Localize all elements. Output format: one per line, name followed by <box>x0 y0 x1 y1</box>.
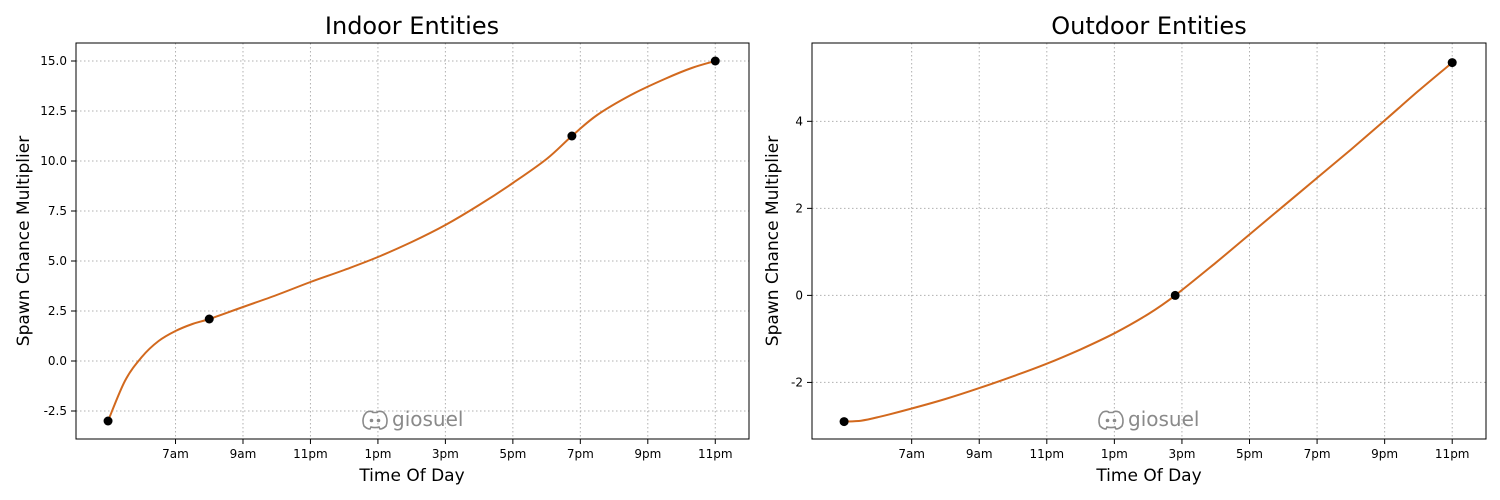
x-tick-label: 1pm <box>364 447 391 461</box>
y-ticks: -2.5 0.0 2.5 5.0 7.5 10.0 12.5 15.0 <box>40 54 76 418</box>
y-tick-label: 2 <box>795 201 803 215</box>
y-axis-label: Spawn Chance Multiplier <box>763 136 783 346</box>
discord-icon <box>362 410 388 430</box>
y-tick-label: 5.0 <box>48 254 67 268</box>
data-point <box>1170 290 1180 300</box>
watermark-text: giosuel <box>392 407 463 431</box>
plot-frame <box>75 42 750 440</box>
y-tick-label: -2.5 <box>44 404 67 418</box>
y-tick-label: 12.5 <box>40 104 67 118</box>
data-point <box>1447 58 1457 68</box>
x-tick-label: 11pm <box>293 447 328 461</box>
x-axis-label: Time Of Day <box>1095 466 1201 486</box>
x-tick-label: 9pm <box>634 447 661 461</box>
data-points <box>103 56 720 426</box>
x-tick-label: 11pm <box>1435 447 1470 461</box>
data-point <box>103 416 113 426</box>
discord-icon <box>1098 410 1124 430</box>
x-tick-label: 11pm <box>1030 447 1065 461</box>
x-tick-label: 1pm <box>1101 447 1128 461</box>
y-tick-label: 0.0 <box>48 354 67 368</box>
y-ticks: -2 0 2 4 <box>791 114 812 389</box>
data-point <box>710 56 720 66</box>
outdoor-chart-panel: Outdoor Entities 7am 9am 11pm 1pm 3pm 5pm 7pm 9… <box>763 12 1487 486</box>
x-tick-label: 9pm <box>1371 447 1398 461</box>
series-curve <box>107 60 716 422</box>
series-line <box>107 60 716 422</box>
watermark: giosuel <box>1098 407 1199 431</box>
y-tick-label: 2.5 <box>48 304 67 318</box>
y-tick-label: 7.5 <box>48 204 67 218</box>
x-tick-label: 9am <box>966 447 993 461</box>
watermark: giosuel <box>362 407 463 431</box>
x-tick-label: 3pm <box>1168 447 1195 461</box>
plot-frame <box>811 42 1487 440</box>
series-curve <box>844 61 1453 423</box>
grid <box>812 43 1486 439</box>
grid <box>76 43 749 439</box>
indoor-chart-panel: Indoor Entities 7am 9am 11pm 1pm 3pm 5pm 7pm 9p… <box>14 12 750 486</box>
y-tick-label: -2 <box>791 375 803 389</box>
x-tick-label: 11pm <box>698 447 733 461</box>
x-tick-label: 5pm <box>1236 447 1263 461</box>
y-tick-label: 10.0 <box>40 154 67 168</box>
x-ticks: 7am 9am 11pm 1pm 3pm 5pm 7pm 9pm 11pm <box>898 439 1470 461</box>
x-tick-label: 3pm <box>432 447 459 461</box>
y-tick-label: 0 <box>795 288 803 302</box>
x-tick-label: 7am <box>898 447 925 461</box>
y-tick-label: 4 <box>795 114 803 128</box>
x-tick-label: 7pm <box>1304 447 1331 461</box>
data-point <box>567 131 577 141</box>
x-axis-label: Time Of Day <box>358 466 464 486</box>
x-tick-label: 5pm <box>499 447 526 461</box>
series-line <box>844 61 1453 423</box>
x-ticks: 7am 9am 11pm 1pm 3pm 5pm 7pm 9pm 11pm <box>162 439 733 461</box>
x-tick-label: 7am <box>162 447 189 461</box>
y-tick-label: 15.0 <box>40 54 67 68</box>
chart-title: Indoor Entities <box>325 12 499 40</box>
data-points <box>839 58 1457 427</box>
data-point <box>839 417 849 427</box>
x-tick-label: 7pm <box>567 447 594 461</box>
y-axis-label: Spawn Chance Multiplier <box>14 136 34 346</box>
watermark-text: giosuel <box>1128 407 1199 431</box>
x-tick-label: 9am <box>230 447 257 461</box>
chart-title: Outdoor Entities <box>1051 12 1246 40</box>
data-point <box>204 314 214 324</box>
